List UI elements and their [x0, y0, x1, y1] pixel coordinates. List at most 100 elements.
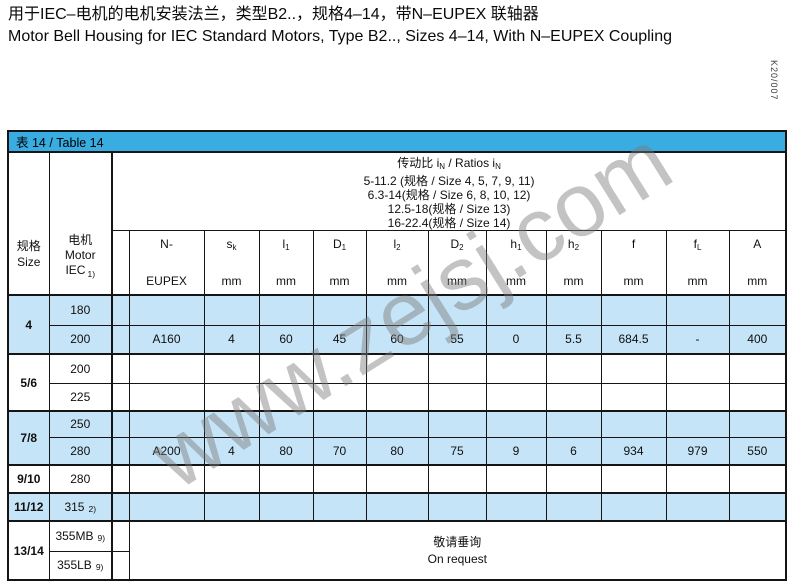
table-cell	[203, 382, 260, 412]
motor-cell: 250	[48, 410, 113, 438]
table-cell: 934	[600, 436, 667, 466]
table-cell	[545, 382, 602, 412]
table-cell: 60	[365, 324, 429, 355]
table-cell	[111, 436, 130, 466]
motor-cell: 225	[48, 382, 113, 412]
table-cell	[728, 294, 787, 326]
table-cell	[427, 492, 487, 522]
table-cell	[545, 464, 602, 494]
table-cell: 979	[665, 436, 730, 466]
table-cell	[111, 294, 130, 326]
header-size-en: Size	[17, 255, 41, 269]
page-code-label: K20/007	[769, 60, 779, 101]
table-cell	[365, 464, 429, 494]
header-motor-zh: 电机	[68, 233, 93, 247]
table-cell	[203, 464, 260, 494]
table-cell	[600, 492, 667, 522]
table-cell: 60	[258, 324, 314, 355]
table-cell	[365, 410, 429, 438]
table-cell	[545, 294, 602, 326]
column-header-fL: fL mm	[665, 230, 730, 296]
table-cell	[665, 294, 730, 326]
spec-table: 表 14 / Table 14 规格 Size 电机 Motor IEC 1) 传…	[7, 130, 788, 581]
footnote-marker: 9)	[95, 562, 104, 573]
ratios-line: 12.5-18(规格 / Size 13)	[387, 202, 511, 216]
column-header-h1: h1 mm	[485, 230, 547, 296]
column-header-h2: h2 mm	[545, 230, 602, 296]
table-row: 11/12 315 2)	[7, 492, 787, 522]
table-cell	[312, 410, 367, 438]
table-cell	[128, 492, 205, 522]
table-cell	[728, 492, 787, 522]
motor-cell: 180	[48, 294, 113, 326]
size-cell: 9/10	[7, 464, 50, 494]
document-title: 用于IEC–电机的电机安装法兰，类型B2..，规格4–14，带N–EUPEX 联…	[8, 4, 672, 48]
table-caption: 表 14 / Table 14	[7, 130, 787, 153]
spec-table-wrapper: 表 14 / Table 14 规格 Size 电机 Motor IEC 1) 传…	[7, 130, 788, 581]
table-cell	[312, 464, 367, 494]
motor-cell: 280	[48, 436, 113, 466]
size-cell: 4	[7, 294, 50, 355]
table-cell	[258, 492, 314, 522]
table-cell: 4	[203, 436, 260, 466]
table-cell	[111, 353, 130, 384]
table-cell	[728, 464, 787, 494]
header-motor: 电机 Motor IEC 1)	[48, 151, 113, 296]
table-cell	[365, 353, 429, 384]
table-cell	[600, 464, 667, 494]
table-row: 9/10 280	[7, 464, 787, 494]
table-cell	[128, 464, 205, 494]
table-cell: 80	[365, 436, 429, 466]
table-cell	[258, 464, 314, 494]
table-cell: 0	[485, 324, 547, 355]
column-header-f: f mm	[600, 230, 667, 296]
footnote-marker: 2)	[88, 504, 97, 514]
table-cell	[258, 353, 314, 384]
title-chinese: 用于IEC–电机的电机安装法兰，类型B2..，规格4–14，带N–EUPEX 联…	[8, 6, 539, 23]
size-cell: 13/14	[7, 520, 50, 581]
table-cell	[485, 410, 547, 438]
table-cell	[111, 410, 130, 438]
table-cell: 9	[485, 436, 547, 466]
table-cell	[545, 492, 602, 522]
table-cell	[427, 464, 487, 494]
table-cell	[427, 294, 487, 326]
header-row-top: 规格 Size 电机 Motor IEC 1) 传动比 iN / Ratios i…	[7, 151, 787, 296]
table-cell	[258, 294, 314, 326]
size-cell: 5/6	[7, 353, 50, 412]
table-cell	[312, 382, 367, 412]
table-cell: 400	[728, 324, 787, 355]
table-row: 225	[8, 382, 787, 412]
table-cell: 75	[427, 436, 487, 466]
table-cell	[203, 492, 260, 522]
header-row-columns: N- EUPEX sk mm l1 mm D1 mm l2 mm D2 mm h1 mm h2…	[8, 230, 787, 296]
table-cell	[728, 382, 787, 412]
table-row: 280 A200 4 80 70 80 75 9 6 934 979 550	[8, 436, 787, 466]
table-cell	[600, 382, 667, 412]
table-cell	[111, 550, 130, 581]
table-cell	[600, 410, 667, 438]
column-header-neupex: N- EUPEX	[128, 230, 205, 296]
motor-cell: 315 2)	[48, 492, 113, 522]
table-cell	[665, 464, 730, 494]
table-row: 4 180	[7, 294, 787, 355]
table-cell	[128, 410, 205, 438]
table-cell	[258, 410, 314, 438]
table-cell: 5.5	[545, 324, 602, 355]
table-cell	[427, 382, 487, 412]
footnote-marker: 9)	[97, 533, 106, 544]
table-cell	[600, 294, 667, 326]
table-cell	[485, 294, 547, 326]
motor-cell: 355LB 9)	[48, 550, 113, 581]
table-cell: 55	[427, 324, 487, 355]
on-request-cell: 敬请垂询 On request	[128, 520, 787, 581]
table-cell	[128, 382, 205, 412]
table-cell	[545, 410, 602, 438]
table-cell	[485, 464, 547, 494]
table-cell: 550	[728, 436, 787, 466]
table-cell	[111, 324, 130, 355]
table-cell: A160	[128, 324, 205, 355]
table-cell: 4	[203, 324, 260, 355]
table-cell	[485, 382, 547, 412]
